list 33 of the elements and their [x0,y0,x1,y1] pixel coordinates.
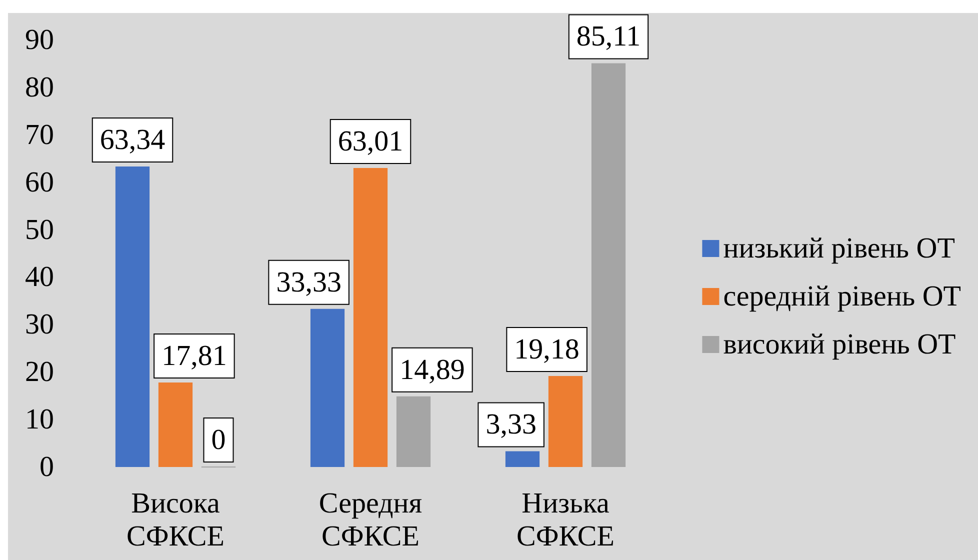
y-tick-label: 40 [25,261,54,294]
bar [353,168,388,467]
y-tick-label: 60 [25,166,54,198]
data-label: 63,34 [100,124,166,156]
y-tick-label: 90 [25,24,54,56]
legend-label: високий рівень ОТ [723,328,956,360]
x-tick-label: Середня СФКСЕ [318,488,422,552]
y-tick-label: 10 [25,404,54,436]
data-label: 19,18 [514,334,580,366]
y-tick-label: 50 [25,214,54,246]
y-tick-label: 0 [40,451,54,483]
data-label: 0 [211,424,226,456]
y-tick-label: 30 [25,308,54,341]
data-label: 33,33 [276,266,342,298]
data-label: 14,89 [400,354,465,386]
data-label: 17,81 [162,340,227,372]
legend-label: низький рівень ОТ [723,232,956,264]
data-label: 63,01 [338,126,404,158]
bar [158,382,193,467]
bar [115,166,150,467]
bar [310,308,345,467]
bar [591,63,626,467]
data-label: 3,33 [486,408,536,441]
y-tick-label: 80 [25,71,54,104]
bar [505,451,540,467]
x-tick-label: Низька СФКСЕ [516,488,614,552]
x-tick-label: Висока СФКСЕ [126,488,224,552]
y-tick-label: 70 [25,118,54,151]
y-tick-label: 20 [25,356,54,388]
bar [548,376,583,467]
bar [396,396,431,467]
data-label: 85,11 [576,20,641,53]
legend-label: середній рівень ОТ [723,280,962,312]
